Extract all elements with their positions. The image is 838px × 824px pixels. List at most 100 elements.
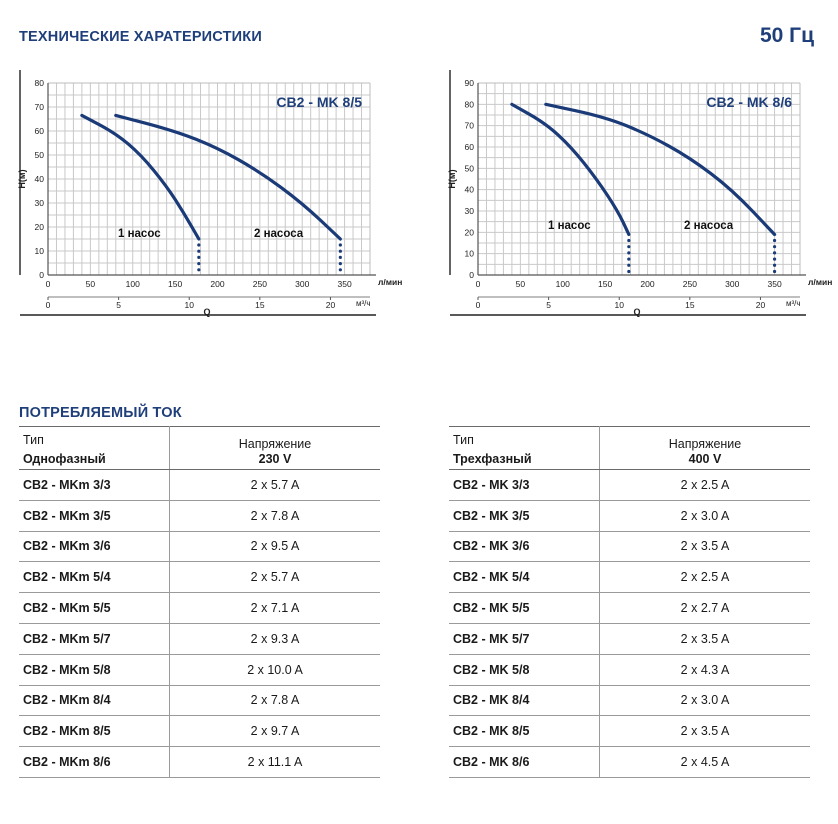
secondary-x-tick-label: 5 [116,300,121,310]
x-unit-top: л/мин [378,277,402,287]
curve-two-pumps [544,102,777,237]
x-axis-title: Q [203,307,210,317]
secondary-x-tick-label: 10 [614,300,624,310]
end-marker-dot [338,249,342,253]
secondary-x-tick-label: 5 [546,300,551,310]
table-row: CB2 - MK 5/7 2 x 3.5 A [449,623,810,655]
end-marker-dot [197,268,201,272]
y-tick-label: 30 [35,198,45,208]
table-row: CB2 - MKm 5/7 2 x 9.3 A [19,623,380,655]
chart-title: CB2 - MK 8/6 [706,94,792,110]
y-tick-label: 90 [465,78,475,88]
frequency-label: 50 Гц [759,24,814,47]
secondary-x-tick-label: 20 [326,300,336,310]
end-marker-dot [197,255,201,259]
curve-label: 2 насоса [254,228,304,240]
y-tick-label: 0 [469,270,474,280]
secondary-x-tick-label: 15 [685,300,695,310]
current-table-three-phase: Тип Трехфазный Напряжение 400 V CB2 - MK… [449,426,810,778]
pump-type-cell: CB2 - MKm 5/5 [19,592,170,624]
table-row: CB2 - MKm 3/3 2 x 5.7 A [19,469,380,501]
table-row: CB2 - MK 5/4 2 x 2.5 A [449,561,810,594]
table-row: CB2 - MKm 3/6 2 x 9.5 A [19,531,380,563]
table-row: CB2 - MK 5/5 2 x 2.7 A [449,592,810,624]
table-row: CB2 - MKm 8/5 2 x 9.7 A [19,715,380,748]
current-value-cell: 2 x 9.7 A [169,715,380,748]
current-value-cell: 2 x 4.3 A [599,654,810,686]
x-tick-label: 50 [516,279,526,289]
end-marker-dot [772,269,777,274]
current-value-cell: 2 x 2.5 A [599,561,810,594]
pump-type-cell: CB2 - MKm 3/3 [19,469,170,501]
y-axis-title: H(м) [447,169,457,188]
table-row: CB2 - MK 5/8 2 x 4.3 A [449,654,810,686]
pump-type-cell: CB2 - MK 3/6 [449,531,600,563]
voltage-value: 400 V [688,451,722,466]
table-row: CB2 - MKm 3/5 2 x 7.8 A [19,500,380,532]
x-tick-label: 350 [337,279,351,289]
y-tick-label: 80 [465,99,475,109]
x-tick-label: 150 [598,279,612,289]
current-value-cell: 2 x 7.1 A [169,592,380,624]
end-marker-dot [338,255,342,259]
y-tick-label: 40 [35,174,45,184]
pump-type-cell: CB2 - MKm 3/6 [19,531,170,563]
y-tick-label: 60 [35,126,45,136]
pump-type-cell: CB2 - MKm 8/5 [19,715,170,748]
chart-title: CB2 - MK 8/5 [276,94,362,110]
pump-type-cell: CB2 - MKm 8/6 [19,746,170,778]
pump-type-cell: CB2 - MK 5/4 [449,561,600,594]
x-unit-top: л/мин [808,277,832,287]
voltage-header-cell: Напряжение 400 V [599,426,810,470]
x-tick-label: 50 [86,279,96,289]
table-row: CB2 - MK 3/5 2 x 3.0 A [449,500,810,532]
pump-type-cell: CB2 - MKm 5/4 [19,561,170,594]
y-tick-label: 10 [465,249,475,259]
chart-grid [47,82,371,276]
phase-subheader: Однофазный [23,452,106,466]
phase-subheader: Трехфазный [453,452,532,466]
pump-type-cell: CB2 - MK 8/6 [449,746,600,778]
x-tick-label: 150 [168,279,182,289]
y-tick-label: 70 [465,121,475,131]
current-section-title: ПОТРЕБЛЯЕМЫЙ ТОК [19,405,182,421]
secondary-x-tick-label: 0 [476,300,481,310]
pump-type-cell: CB2 - MK 5/5 [449,592,600,624]
voltage-header: Напряжение [238,436,312,451]
y-tick-label: 0 [39,270,44,280]
current-value-cell: 2 x 3.5 A [599,623,810,655]
pump-type-cell: CB2 - MKm 8/4 [19,685,170,717]
end-marker-dot [627,263,631,267]
pump-type-cell: CB2 - MK 3/5 [449,500,600,532]
x-tick-label: 250 [683,279,697,289]
secondary-x-tick-label: 0 [46,300,51,310]
current-value-cell: 2 x 3.0 A [599,685,810,717]
x-tick-label: 200 [210,279,224,289]
x-tick-label: 0 [46,279,51,289]
voltage-header-cell: Напряжение 230 V [169,426,380,470]
x-axis-title: Q [633,307,640,317]
type-header-cell: Тип Трехфазный [449,426,600,470]
end-marker-dot [338,268,342,272]
table-row: CB2 - MK 3/3 2 x 2.5 A [449,469,810,501]
end-marker-dot [772,257,777,261]
page-title: ТЕХНИЧЕСКИЕ ХАРАТЕРИСТИКИ [19,29,262,45]
end-marker-dot [627,269,631,274]
type-header-cell: Тип Однофазный [19,426,170,470]
x-tick-label: 100 [556,279,570,289]
current-value-cell: 2 x 11.1 A [169,746,380,778]
end-marker-dot [627,257,631,261]
current-value-cell: 2 x 9.5 A [169,531,380,563]
current-value-cell: 2 x 5.7 A [169,469,380,501]
table-header-row: Тип Трехфазный Напряжение 400 V [449,426,810,470]
end-marker-dot [197,262,201,266]
table-row: CB2 - MK 8/4 2 x 3.0 A [449,685,810,717]
table-row: CB2 - MKm 5/5 2 x 7.1 A [19,592,380,624]
curve-one-pump [80,113,201,241]
end-marker-dot [197,249,201,253]
current-value-cell: 2 x 2.7 A [599,592,810,624]
y-tick-label: 70 [35,102,45,112]
y-tick-label: 80 [35,78,45,88]
pump-curve-chart-8-5: 0 10 20 30 40 50 60 70 80 0 50 100 150 200 250 300 350 0 5… [0,70,402,320]
curve-label: 1 насос [118,228,161,240]
